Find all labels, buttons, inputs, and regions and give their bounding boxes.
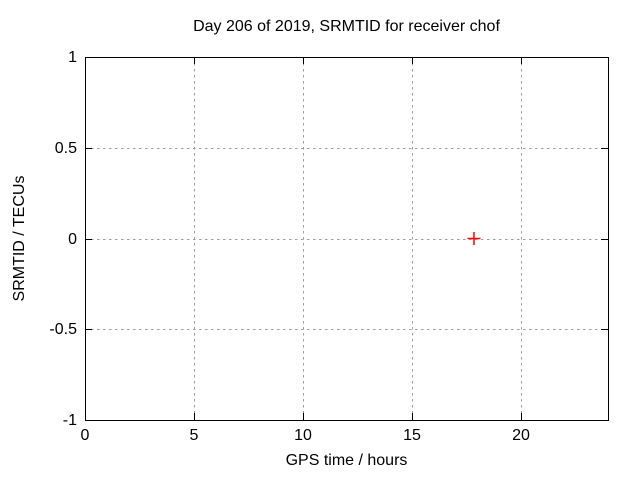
y-tick-label: 0 [68, 231, 77, 248]
x-tick-label: 5 [189, 427, 199, 444]
x-axis-title: GPS time / hours [285, 452, 408, 469]
x-tick-label: 20 [512, 427, 530, 444]
y-tick-label: -0.5 [49, 321, 77, 338]
chart-title: Day 206 of 2019, SRMTID for receiver cho… [193, 18, 500, 35]
y-tick-label: 0.5 [54, 140, 77, 157]
x-tick-label: 10 [294, 427, 312, 444]
x-tick-label: 0 [80, 427, 90, 444]
y-tick-label: -1 [62, 412, 77, 429]
x-tick-label: 15 [403, 427, 421, 444]
y-tick-label: 1 [68, 49, 77, 66]
